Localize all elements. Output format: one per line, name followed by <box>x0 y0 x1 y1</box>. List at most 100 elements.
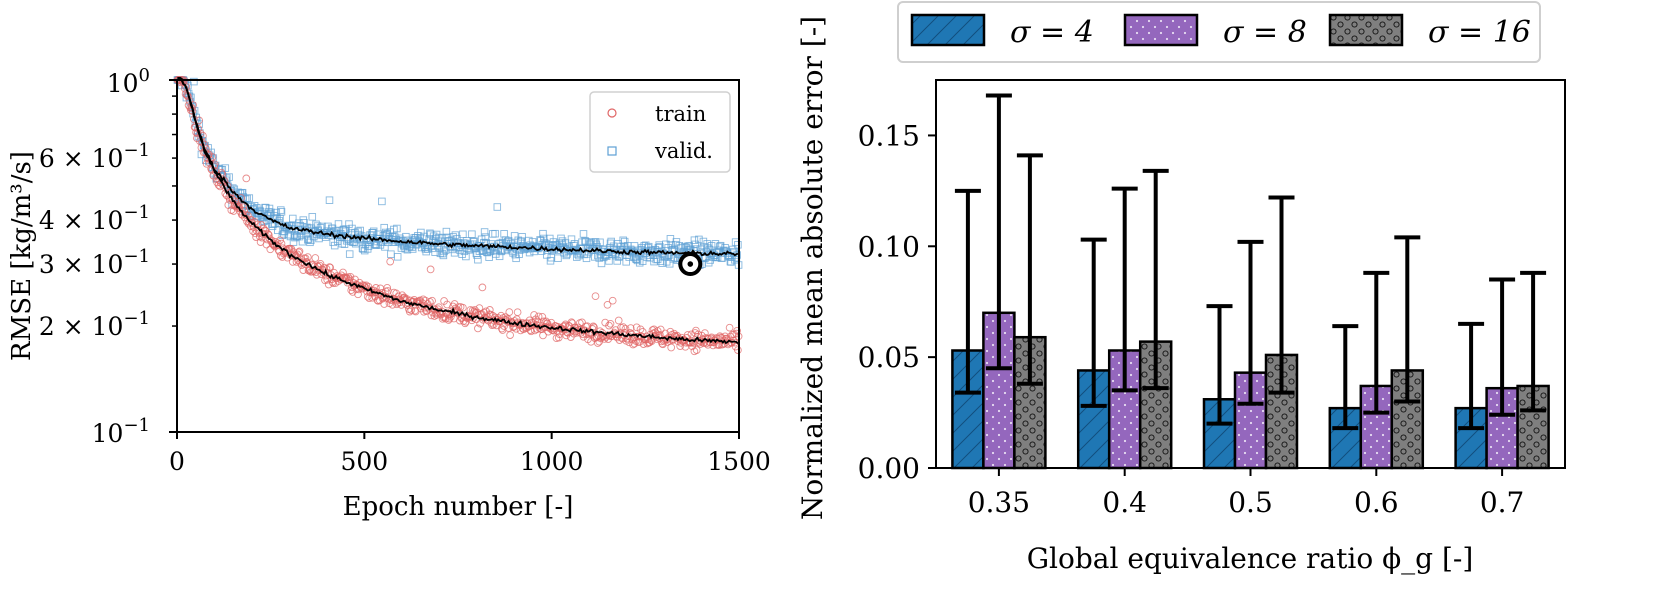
valid-point <box>517 237 526 245</box>
valid-point <box>277 206 285 214</box>
train-point <box>354 290 362 299</box>
train-point <box>459 303 467 312</box>
legend-entry-sigma-16: σ = 16 <box>1328 13 1531 50</box>
valid-point <box>515 250 523 258</box>
train-point <box>686 338 694 347</box>
train-point <box>478 283 487 292</box>
valid-point <box>734 241 742 249</box>
valid-point <box>481 233 490 241</box>
train-point <box>701 329 709 337</box>
valid-point <box>274 219 283 227</box>
train-point <box>656 325 665 334</box>
valid-point <box>597 259 606 268</box>
rmse-x-ticks: 0 500 1000 1500 <box>169 432 771 476</box>
valid-point <box>704 258 713 267</box>
selected-epoch-marker <box>678 252 703 277</box>
train-point <box>214 181 223 189</box>
train-point <box>301 254 310 263</box>
train-point <box>608 296 617 305</box>
x-tick-label: 0.35 <box>968 486 1030 519</box>
valid-point <box>690 236 699 244</box>
train-point <box>474 324 482 333</box>
valid-point <box>369 228 377 237</box>
legend-label: σ = 8 <box>1223 15 1307 50</box>
train-point <box>683 331 692 339</box>
valid-point <box>378 197 386 206</box>
train-point <box>384 287 392 295</box>
valid-point <box>591 238 600 246</box>
valid-point <box>478 247 487 255</box>
train-point <box>591 292 600 301</box>
nmae-error-bars <box>954 93 1547 431</box>
legend-valid-label: valid. <box>654 139 713 163</box>
legend-entry-sigma-8: σ = 8 <box>1123 13 1307 50</box>
train-point <box>383 283 392 292</box>
train-point <box>578 318 586 327</box>
valid-point <box>491 229 499 238</box>
rmse-panel: 0 500 1000 1500 2 × 10−1 3 × 10−1 4 × 10−1 6 ×… <box>7 65 771 522</box>
legend-swatch-outline <box>910 13 986 47</box>
rmse-y-ticks: 2 × 10−1 3 × 10−1 4 × 10−1 6 × 10−1 <box>39 79 177 433</box>
valid-point <box>540 234 548 243</box>
train-point <box>312 270 321 279</box>
error-bar <box>985 93 1012 371</box>
valid-point <box>493 203 502 211</box>
error-bar <box>1520 270 1547 413</box>
valid-point <box>602 252 611 260</box>
valid-point <box>299 216 308 224</box>
valid-point <box>245 194 254 202</box>
y-tick-label: 4 × 10−1 <box>39 202 150 235</box>
x-tick-label: 0.7 <box>1480 486 1525 519</box>
valid-point <box>440 247 448 256</box>
train-point <box>405 307 414 316</box>
train-point <box>426 265 435 274</box>
valid-point <box>190 77 198 86</box>
train-point <box>667 343 676 352</box>
error-bar <box>1111 186 1138 393</box>
nmae-x-ticks: 0.35 0.4 0.5 0.6 0.7 <box>968 468 1525 519</box>
train-point <box>504 324 513 332</box>
legend-label: σ = 16 <box>1428 15 1531 50</box>
y-tick-label: 3 × 10−1 <box>39 246 150 279</box>
valid-point <box>727 258 735 266</box>
train-point <box>288 258 297 266</box>
valid-point <box>393 253 402 261</box>
x-tick-label: 0.6 <box>1354 486 1399 519</box>
rmse-axes-frame <box>176 79 740 433</box>
valid-point <box>638 257 647 265</box>
error-bar <box>1016 153 1043 386</box>
legend-swatch-hatch <box>1330 15 1402 45</box>
valid-point <box>633 256 642 265</box>
valid-point <box>291 233 299 242</box>
train-point <box>277 239 286 248</box>
error-bar <box>1080 237 1107 408</box>
train-point <box>419 295 428 304</box>
valid-point <box>345 250 354 258</box>
train-point <box>506 331 514 339</box>
error-bar <box>954 188 981 395</box>
nmae-x-axis-label: Global equivalence ratio ϕ_g [-] <box>1027 542 1474 575</box>
valid-point <box>474 255 482 264</box>
train-point <box>461 319 469 328</box>
y-tick-label: 0.10 <box>858 230 920 263</box>
valid-point <box>250 202 259 210</box>
nmae-y-ticks: 0.00 0.05 0.10 0.15 <box>858 119 936 485</box>
train-point <box>733 326 741 335</box>
valid-point <box>439 251 448 260</box>
train-point <box>211 167 220 176</box>
legend-swatch-outline <box>1328 13 1404 47</box>
train-point <box>590 323 598 332</box>
error-bar <box>1237 239 1264 406</box>
train-point <box>294 248 303 257</box>
train-point <box>454 303 463 311</box>
train-point <box>326 263 335 272</box>
train-point <box>709 341 717 350</box>
valid-point <box>640 242 648 250</box>
train-point <box>619 323 628 331</box>
train-point <box>325 263 334 271</box>
valid-point <box>356 226 364 235</box>
train-point <box>428 296 436 305</box>
train-point <box>501 313 510 321</box>
train-point <box>725 323 734 332</box>
train-point <box>638 327 647 336</box>
